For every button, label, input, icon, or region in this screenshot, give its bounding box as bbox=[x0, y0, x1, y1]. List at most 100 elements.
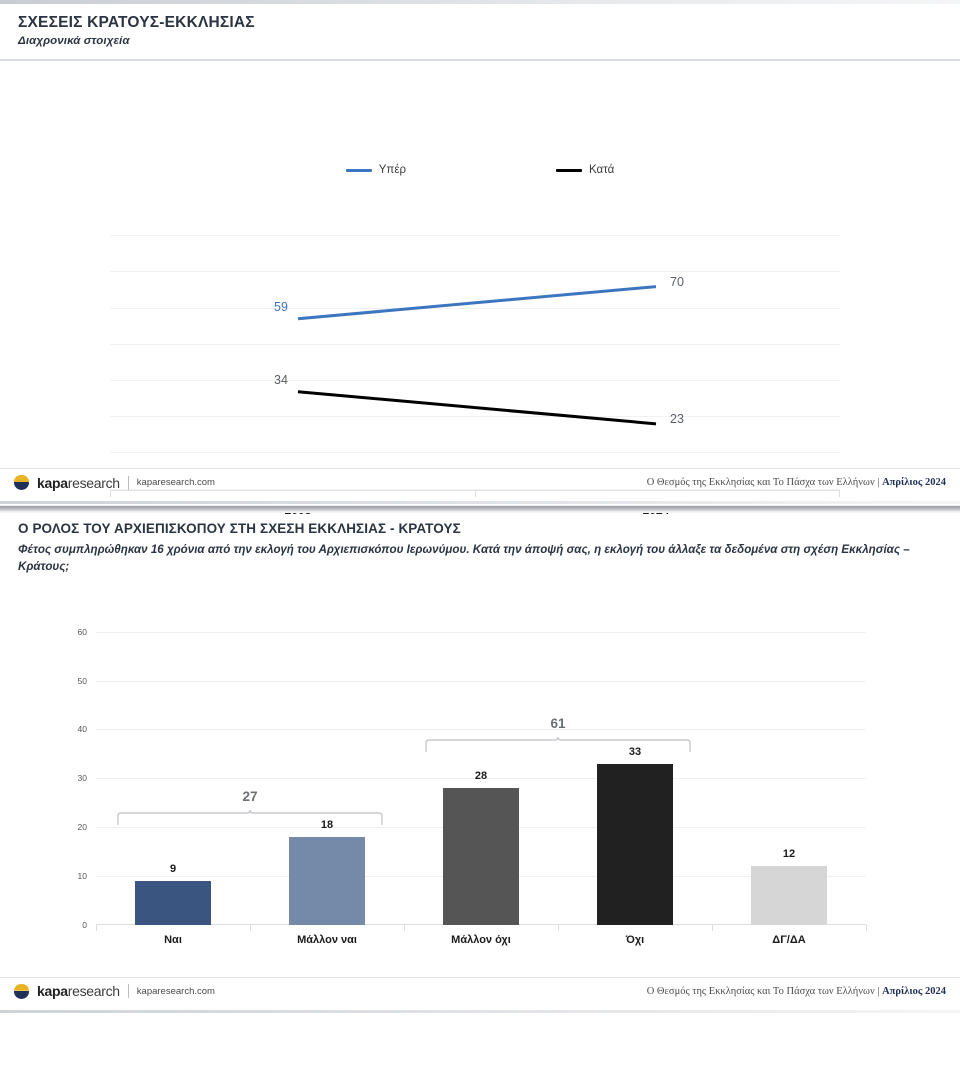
brand-block: kaparesearch kaparesearch.com bbox=[14, 983, 215, 999]
page-question: Φέτος συμπληρώθηκαν 16 χρόνια από την εκ… bbox=[18, 543, 910, 574]
bar-category-label: Ναι bbox=[164, 933, 182, 946]
y-axis-tick-label: 30 bbox=[77, 773, 87, 784]
y-axis-tick-label: 20 bbox=[77, 822, 87, 833]
x-axis-tick bbox=[110, 491, 111, 497]
gridline bbox=[96, 778, 866, 780]
gridline bbox=[96, 729, 866, 731]
bar-plot-area: 0 10 20 30 40 50 60 9 Ναι 18 Μάλλον ναι 28 Μάλλον όχ… bbox=[78, 627, 867, 946]
x-axis-tick bbox=[475, 491, 476, 497]
footer-caption-date: Απρίλιος 2024 bbox=[882, 985, 946, 997]
y-axis-tick-label: 10 bbox=[77, 870, 87, 881]
footer-caption-text: Ο Θεσμός της Εκκλησίας και Το Πάσχα των … bbox=[646, 985, 883, 997]
bar[interactable] bbox=[289, 836, 365, 925]
x-axis-tick bbox=[866, 924, 867, 931]
top-divider bbox=[0, 0, 960, 4]
slide1-header: ΣΧΕΣΕΙΣ ΚΡΑΤΟΥΣ-ΕΚΚΛΗΣΙΑΣ Διαχρονικά στο… bbox=[0, 4, 960, 53]
x-axis-line bbox=[110, 490, 840, 491]
page-title: ΣΧΕΣΕΙΣ ΚΡΑΤΟΥΣ-ΕΚΚΛΗΣΙΑΣ bbox=[18, 14, 255, 31]
bar-value-label: 9 bbox=[169, 862, 177, 875]
gridline bbox=[110, 380, 840, 381]
logo-bold: kapa bbox=[37, 983, 68, 1000]
line-data-label: 59 bbox=[274, 299, 288, 314]
x-axis-tick bbox=[558, 924, 559, 931]
brand-block: kaparesearch kaparesearch.com bbox=[14, 475, 215, 490]
gridline bbox=[96, 680, 866, 682]
bar[interactable] bbox=[135, 880, 211, 925]
line-series-svg bbox=[297, 285, 657, 426]
footer-caption-text: Ο Θεσμός της Εκκλησίας και Το Πάσχα των … bbox=[646, 477, 883, 488]
bar-value-label: 33 bbox=[628, 745, 642, 758]
line-data-label: 34 bbox=[274, 372, 288, 387]
bracket-icon bbox=[117, 809, 383, 825]
gridline bbox=[96, 631, 866, 633]
footer-bottom-rule bbox=[0, 501, 960, 504]
legend-label: Κατά bbox=[589, 164, 615, 176]
website-url[interactable]: kaparesearch.com bbox=[136, 477, 215, 488]
gridline bbox=[110, 416, 840, 418]
gridline bbox=[110, 271, 840, 273]
line-chart: Υπέρ Κατά 5970342320032024 bbox=[0, 61, 960, 517]
legend-item-kata[interactable]: Κατά bbox=[556, 164, 614, 176]
website-url[interactable]: kaparesearch.com bbox=[136, 985, 215, 997]
bar-category-label: Όχι bbox=[625, 933, 645, 946]
page-title-2: Ο ΡΟΛΟΣ ΤΟΥ ΑΡΧΙΕΠΙΣΚΟΠΟΥ ΣΤΗ ΣΧΕΣΗ ΕΚΚΛ… bbox=[18, 521, 461, 536]
gridline bbox=[110, 307, 840, 309]
legend-item-yper[interactable]: Υπέρ bbox=[345, 164, 407, 176]
bar[interactable] bbox=[443, 788, 519, 925]
footer-bottom-rule bbox=[0, 1009, 960, 1013]
logo-light: research bbox=[67, 474, 120, 491]
logo-wordmark: kaparesearch bbox=[37, 476, 120, 490]
bracket-value-label: 27 bbox=[242, 788, 258, 804]
line-plot-area: 5970342320032024 bbox=[110, 199, 840, 517]
bracket-annotation: 61 bbox=[425, 716, 691, 753]
line-series-Κατά bbox=[297, 390, 657, 426]
gridline bbox=[110, 452, 840, 454]
page-subtitle: Διαχρονικά στοιχεία bbox=[18, 35, 130, 47]
kapa-logo-icon bbox=[14, 983, 29, 999]
legend-swatch-line-icon bbox=[345, 168, 372, 172]
bracket-value-label: 61 bbox=[550, 715, 566, 731]
gridline bbox=[110, 235, 840, 237]
bracket-icon bbox=[425, 736, 691, 752]
bar-value-label: 28 bbox=[474, 770, 488, 783]
line-chart-legend: Υπέρ Κατά bbox=[0, 164, 960, 176]
y-axis-tick-label: 0 bbox=[82, 919, 87, 930]
bar-value-label: 12 bbox=[782, 848, 796, 861]
slide2-header: Ο ΡΟΛΟΣ ΤΟΥ ΑΡΧΙΕΠΙΣΚΟΠΟΥ ΣΤΗ ΣΧΕΣΗ ΕΚΚΛ… bbox=[0, 513, 960, 580]
bar-category-label: Μάλλον όχι bbox=[451, 933, 511, 946]
footer-slide1: kaparesearch kaparesearch.com Ο Θεσμός τ… bbox=[0, 468, 960, 504]
x-axis-tick bbox=[404, 924, 405, 931]
legend-swatch-line-icon bbox=[556, 168, 583, 172]
slide-state-church-relations: ΣΧΕΣΕΙΣ ΚΡΑΤΟΥΣ-ΕΚΚΛΗΣΙΑΣ Διαχρονικά στο… bbox=[0, 0, 960, 517]
slide-separator bbox=[0, 504, 960, 513]
brand-divider bbox=[127, 984, 129, 999]
legend-label: Υπέρ bbox=[378, 164, 407, 176]
brand-divider bbox=[127, 475, 129, 490]
bar[interactable] bbox=[751, 866, 827, 925]
bar[interactable] bbox=[597, 763, 673, 925]
logo-wordmark: kaparesearch bbox=[37, 984, 120, 998]
x-axis-tick bbox=[250, 924, 251, 931]
line-data-label: 70 bbox=[670, 274, 684, 289]
gridline bbox=[110, 343, 840, 345]
line-series-Υπέρ bbox=[297, 285, 657, 321]
footer-caption: Ο Θεσμός της Εκκλησίας και Το Πάσχα των … bbox=[647, 477, 946, 488]
gridline bbox=[110, 488, 840, 490]
bar-category-label: Μάλλον ναι bbox=[297, 933, 357, 946]
y-axis-tick-label: 50 bbox=[77, 675, 87, 686]
bar-category-label: ΔΓ/ΔΑ bbox=[772, 933, 806, 946]
bracket-annotation: 27 bbox=[117, 789, 383, 826]
y-axis-tick-label: 40 bbox=[77, 724, 87, 735]
line-data-label: 23 bbox=[670, 411, 684, 426]
kapa-logo-icon bbox=[14, 475, 29, 490]
bar-chart: 0 10 20 30 40 50 60 9 Ναι 18 Μάλλον ναι 28 Μάλλον όχ… bbox=[0, 580, 960, 975]
footer-caption-date: Απρίλιος 2024 bbox=[882, 477, 946, 488]
footer-top-rule bbox=[0, 468, 960, 469]
slide-archbishop-role: Ο ΡΟΛΟΣ ΤΟΥ ΑΡΧΙΕΠΙΣΚΟΠΟΥ ΣΤΗ ΣΧΕΣΗ ΕΚΚΛ… bbox=[0, 504, 960, 1013]
x-axis-tick bbox=[839, 491, 840, 497]
x-axis-tick bbox=[712, 924, 713, 931]
x-axis-tick bbox=[96, 924, 97, 931]
footer-caption: Ο Θεσμός της Εκκλησίας και Το Πάσχα των … bbox=[647, 986, 946, 997]
footer-top-rule bbox=[0, 976, 960, 978]
logo-bold: kapa bbox=[37, 474, 68, 491]
